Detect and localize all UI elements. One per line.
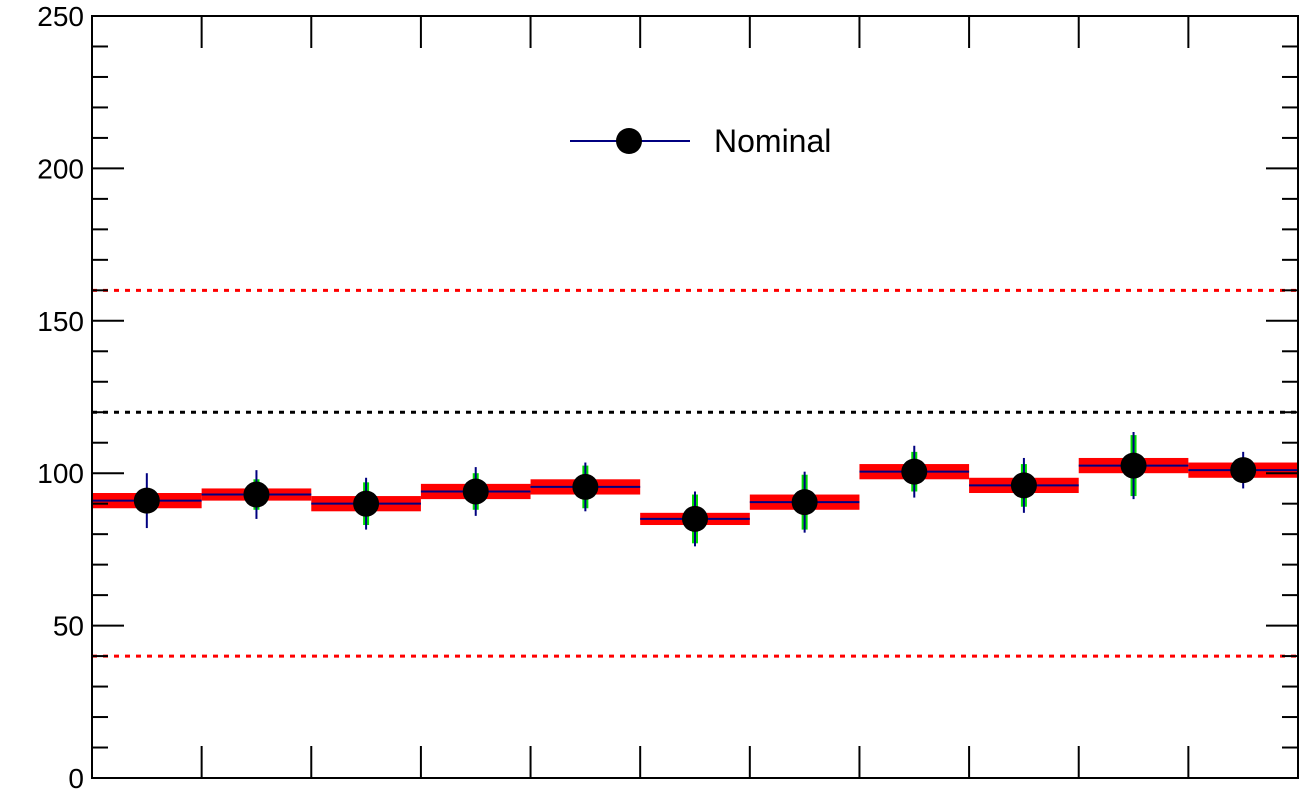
data-bins [92, 432, 1298, 547]
data-point [901, 458, 928, 485]
x-axis [200, 16, 1190, 778]
y-tick-label: 100 [37, 458, 84, 489]
data-bin [201, 470, 312, 519]
data-bin [530, 462, 641, 512]
data-point [791, 489, 818, 516]
data-point [462, 478, 489, 505]
data-point [133, 487, 160, 514]
data-point [1230, 457, 1257, 484]
reference-lines [92, 288, 1298, 658]
data-bin [420, 467, 531, 516]
legend: Nominal [570, 123, 831, 159]
data-point [572, 473, 599, 500]
data-point [353, 490, 380, 517]
legend-label: Nominal [714, 123, 831, 159]
y-tick-label: 200 [37, 153, 84, 184]
data-bin [311, 477, 421, 530]
y-tick-label: 0 [68, 763, 84, 789]
data-point [243, 481, 270, 508]
legend-marker [616, 128, 642, 154]
plot-frame [91, 15, 1299, 779]
data-point [1120, 452, 1147, 479]
data-bin [1188, 451, 1298, 489]
data-bin [1078, 432, 1189, 500]
data-point [1010, 472, 1037, 499]
data-bin [92, 473, 202, 529]
y-tick-label: 150 [37, 306, 84, 337]
data-bin [969, 457, 1079, 513]
y-tick-label: 50 [53, 611, 84, 642]
data-bin [749, 471, 860, 533]
data-bin [859, 445, 970, 498]
data-bin [640, 491, 750, 547]
y-tick-label: 250 [37, 1, 84, 32]
data-point [682, 505, 708, 532]
plot-border [91, 15, 1299, 779]
y-axis: 0 50 100 150 200 250 [37, 1, 1298, 789]
